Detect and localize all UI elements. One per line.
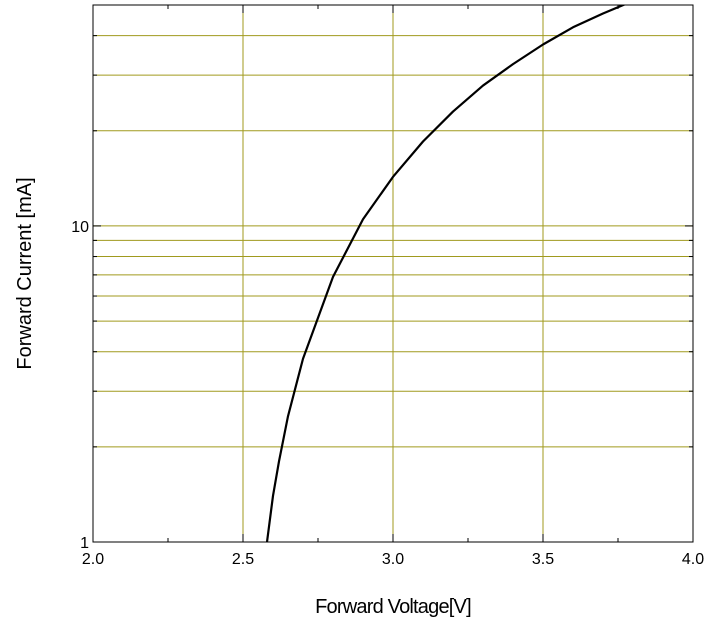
x-tick-label: 2.0 (82, 551, 104, 568)
x-axis-title: Forward Voltage[V] (315, 596, 471, 618)
tick-marks (92, 5, 694, 543)
y-tick-label: 10 (71, 219, 89, 236)
y-tick-label: 1 (80, 535, 89, 552)
series-line (265, 5, 627, 542)
x-tick-label: 4.0 (682, 551, 704, 568)
tick-labels: 2.0 2.5 3.0 3.5 4.0 1 10 (71, 219, 704, 568)
x-tick-label: 3.0 (382, 551, 404, 568)
gridlines (93, 5, 693, 542)
x-tick-label: 3.5 (532, 551, 554, 568)
x-tick-label: 2.5 (232, 551, 254, 568)
series-layer (265, 5, 627, 542)
y-axis-title: Forward Current [mA] (14, 177, 36, 369)
